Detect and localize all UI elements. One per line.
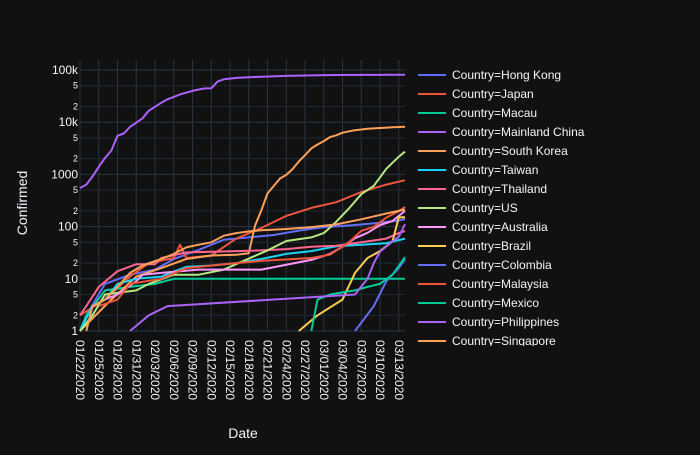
y-minor-tick-label: 5 — [73, 237, 78, 247]
series-line-2 — [79, 277, 405, 332]
legend-label: Country=Mexico — [452, 296, 539, 310]
legend-label: Country=Singapore — [452, 334, 556, 348]
series-line-4 — [79, 125, 406, 332]
series-lines — [79, 73, 406, 332]
legend-item[interactable]: Country=Mainland China — [418, 125, 585, 139]
y-tick-label: 100k — [52, 63, 79, 77]
x-tick-label: 01/31/2020 — [129, 340, 143, 400]
x-tick-label: 02/27/2020 — [298, 340, 312, 400]
y-tick-label: 10 — [65, 272, 79, 286]
x-tick-label: 01/25/2020 — [92, 340, 106, 400]
legend-item[interactable]: Country=Singapore — [418, 334, 556, 348]
y-axis-title: Confirmed — [14, 171, 30, 236]
series-line-1 — [79, 179, 406, 317]
legend-label: Country=Mainland China — [452, 125, 585, 139]
x-tick-label: 02/09/2020 — [186, 340, 200, 400]
series-line-12 — [310, 256, 406, 332]
y-minor-tick-label: 5 — [73, 290, 78, 300]
x-tick-label: 02/24/2020 — [279, 340, 293, 400]
legend-label: Country=South Korea — [452, 144, 568, 158]
legend-label: Country=Hong Kong — [452, 68, 561, 82]
x-tick-label: 02/15/2020 — [223, 340, 237, 400]
series-line-3 — [79, 73, 405, 189]
y-tick-label: 100 — [58, 220, 78, 234]
y-tick-label: 10k — [59, 115, 79, 129]
series-line-8 — [104, 210, 406, 301]
y-minor-tick-label: 2 — [73, 154, 78, 164]
legend-item[interactable]: Country=Philippines — [418, 315, 559, 329]
legend-item[interactable]: Country=Australia — [418, 220, 548, 234]
legend-label: Country=US — [452, 201, 518, 215]
series-line-10 — [354, 258, 406, 332]
series-line-13 — [129, 223, 406, 332]
series-line-11 — [98, 206, 406, 308]
x-tick-label: 03/04/2020 — [336, 340, 350, 400]
legend-item[interactable]: Country=Mexico — [418, 296, 539, 310]
x-tick-label: 03/13/2020 — [392, 340, 406, 400]
legend-label: Country=Malaysia — [452, 277, 549, 291]
legend-label: Country=Philippines — [452, 315, 559, 329]
series-line-7 — [79, 150, 406, 332]
series-line-6 — [79, 230, 406, 316]
series-line-14 — [85, 208, 406, 332]
legend-item[interactable]: Country=Hong Kong — [418, 68, 561, 82]
x-tick-label: 03/01/2020 — [317, 340, 331, 400]
x-tick-label: 01/28/2020 — [111, 340, 125, 400]
legend-label: Country=Australia — [452, 220, 548, 234]
legend-item[interactable]: Country=US — [418, 201, 518, 215]
y-tick-label: 1 — [71, 324, 78, 338]
legend-label: Country=Colombia — [452, 258, 552, 272]
x-axis-ticks: 01/22/2020 01/25/2020 01/28/2020 01/31/2020… — [73, 340, 406, 400]
x-tick-label: 02/12/2020 — [204, 340, 218, 400]
legend-item[interactable]: Country=Japan — [418, 87, 534, 101]
legend-item[interactable]: Country=Macau — [418, 106, 537, 120]
legend-item[interactable]: Country=Colombia — [418, 258, 552, 272]
y-minor-tick-label: 5 — [73, 133, 78, 143]
legend-item[interactable]: Country=Taiwan — [418, 163, 538, 177]
y-minor-tick-label: 2 — [73, 101, 78, 111]
y-axis-ticks: 1 10 100 1000 10k 100k 2 5 2 5 2 5 2 5 2 5 — [51, 63, 79, 338]
y-minor-tick-label: 2 — [73, 206, 78, 216]
x-tick-label: 03/10/2020 — [373, 340, 387, 400]
x-tick-label: 02/06/2020 — [167, 340, 181, 400]
legend-item[interactable]: Country=Brazil — [418, 239, 531, 253]
y-minor-tick-label: 2 — [73, 258, 78, 268]
x-axis-title: Date — [228, 425, 258, 441]
legend-item[interactable]: Country=Malaysia — [418, 277, 549, 291]
y-minor-tick-label: 2 — [73, 310, 78, 320]
legend-label: Country=Thailand — [452, 182, 547, 196]
legend-label: Country=Taiwan — [452, 163, 538, 177]
legend-item[interactable]: Country=South Korea — [418, 144, 568, 158]
x-tick-label: 02/18/2020 — [242, 340, 256, 400]
legend-label: Country=Japan — [452, 87, 534, 101]
x-tick-label: 01/22/2020 — [73, 340, 87, 400]
x-tick-label: 02/03/2020 — [148, 340, 162, 400]
x-tick-label: 02/21/2020 — [261, 340, 275, 400]
legend-items: Country=Hong Kong Country=Japan Country=Ma… — [418, 68, 585, 348]
legend-label: Country=Macau — [452, 106, 537, 120]
legend-label: Country=Brazil — [452, 239, 531, 253]
legend-item[interactable]: Country=Thailand — [418, 182, 547, 196]
legend: Country=Hong Kong Country=Japan Country=Ma… — [418, 68, 585, 348]
x-tick-label: 03/07/2020 — [354, 340, 368, 400]
y-tick-label: 1000 — [51, 167, 78, 181]
series-line-9 — [298, 216, 405, 332]
y-minor-tick-label: 5 — [73, 185, 78, 195]
y-minor-tick-label: 5 — [73, 81, 78, 91]
